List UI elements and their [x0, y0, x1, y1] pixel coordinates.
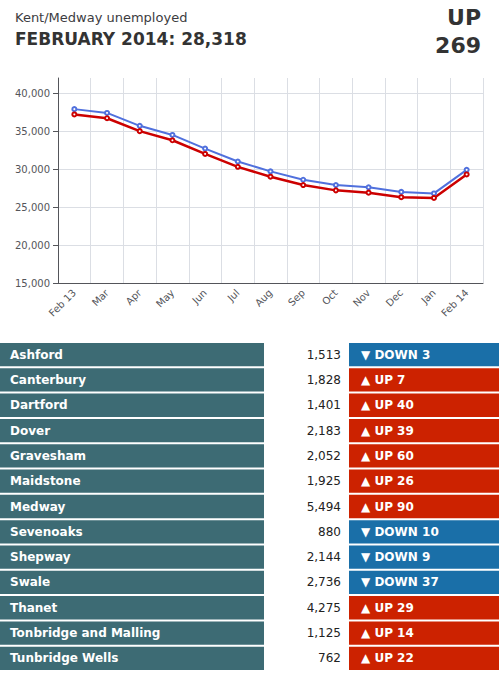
svg-text:2,144: 2,144	[307, 550, 341, 564]
svg-text:2,736: 2,736	[307, 575, 341, 589]
svg-text:1,925: 1,925	[307, 474, 341, 488]
svg-text:Jul: Jul	[225, 287, 242, 304]
svg-text:Medway: Medway	[10, 500, 65, 514]
svg-text:▲ UP 40: ▲ UP 40	[361, 398, 414, 412]
svg-text:▲ UP 29: ▲ UP 29	[361, 601, 414, 615]
svg-text:▲ UP 14: ▲ UP 14	[361, 626, 414, 640]
svg-text:Mar: Mar	[90, 286, 112, 308]
svg-text:Oct: Oct	[320, 287, 340, 307]
svg-text:4,275: 4,275	[307, 601, 341, 615]
svg-text:269: 269	[435, 33, 481, 58]
svg-text:Kent/Medway unemployed: Kent/Medway unemployed	[15, 10, 187, 25]
svg-text:May: May	[154, 287, 176, 309]
svg-text:▲ UP 60: ▲ UP 60	[361, 449, 414, 463]
svg-text:Tunbridge Wells: Tunbridge Wells	[10, 651, 118, 665]
svg-text:▲ UP 7: ▲ UP 7	[361, 373, 405, 387]
svg-text:▲ UP 90: ▲ UP 90	[361, 500, 414, 514]
svg-text:40,000: 40,000	[15, 88, 50, 99]
svg-text:Tonbridge and Malling: Tonbridge and Malling	[10, 626, 160, 640]
svg-text:Maidstone: Maidstone	[10, 474, 81, 488]
svg-text:762: 762	[318, 651, 341, 665]
svg-text:Shepway: Shepway	[10, 550, 71, 564]
svg-text:Dec: Dec	[384, 287, 405, 308]
svg-text:FEBRUARY 2014: 28,318: FEBRUARY 2014: 28,318	[15, 29, 247, 49]
svg-text:▼ DOWN 10: ▼ DOWN 10	[361, 525, 439, 539]
svg-text:Jun: Jun	[189, 287, 209, 307]
svg-text:Apr: Apr	[124, 286, 145, 307]
svg-text:Sevenoaks: Sevenoaks	[10, 525, 83, 539]
svg-text:Jan: Jan	[418, 287, 437, 306]
svg-text:▼ DOWN 37: ▼ DOWN 37	[361, 575, 439, 589]
svg-text:1,401: 1,401	[307, 398, 341, 412]
svg-text:880: 880	[318, 525, 341, 539]
svg-text:Ashford: Ashford	[10, 348, 63, 362]
svg-text:25,000: 25,000	[15, 202, 50, 213]
svg-text:Thanet: Thanet	[10, 601, 58, 615]
svg-text:30,000: 30,000	[15, 164, 50, 175]
svg-text:Feb 13: Feb 13	[47, 287, 79, 319]
svg-text:UP: UP	[447, 5, 481, 30]
svg-text:15,000: 15,000	[15, 278, 50, 289]
svg-text:2,183: 2,183	[307, 424, 341, 438]
svg-text:▼ DOWN 9: ▼ DOWN 9	[361, 550, 430, 564]
svg-text:1,125: 1,125	[307, 626, 341, 640]
svg-text:35,000: 35,000	[15, 126, 50, 137]
svg-text:Swale: Swale	[10, 575, 50, 589]
svg-text:Feb 14: Feb 14	[439, 287, 471, 319]
svg-text:Canterbury: Canterbury	[10, 373, 86, 387]
svg-text:▲ UP 22: ▲ UP 22	[361, 651, 414, 665]
svg-text:Aug: Aug	[253, 287, 275, 309]
svg-text:1,828: 1,828	[307, 373, 341, 387]
svg-text:▼ DOWN 3: ▼ DOWN 3	[361, 348, 430, 362]
svg-text:5,494: 5,494	[307, 500, 341, 514]
svg-text:Nov: Nov	[351, 287, 373, 309]
svg-text:20,000: 20,000	[15, 240, 50, 251]
svg-text:Dartford: Dartford	[10, 398, 68, 412]
svg-text:Sep: Sep	[286, 287, 307, 308]
svg-text:2,052: 2,052	[307, 449, 341, 463]
svg-text:▲ UP 39: ▲ UP 39	[361, 424, 414, 438]
svg-text:▲ UP 26: ▲ UP 26	[361, 474, 414, 488]
svg-text:Dover: Dover	[10, 424, 50, 438]
svg-text:1,513: 1,513	[307, 348, 341, 362]
svg-text:Gravesham: Gravesham	[10, 449, 86, 463]
